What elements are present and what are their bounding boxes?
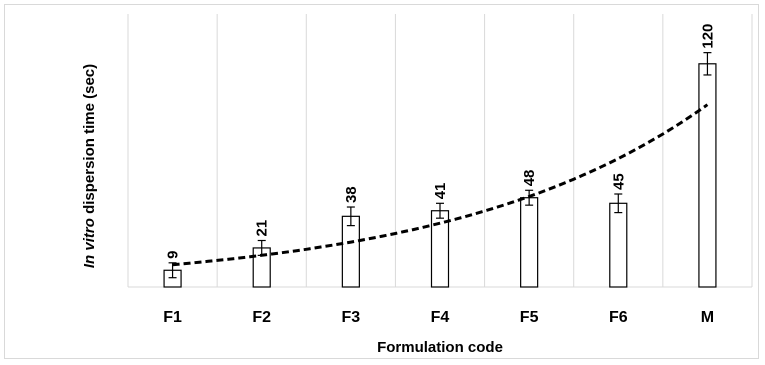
x-tick-label: F1 bbox=[163, 309, 182, 326]
x-tick-label: F4 bbox=[431, 309, 450, 326]
y-axis-title: In vitro dispersion time (sec) bbox=[81, 64, 98, 268]
bars bbox=[163, 52, 717, 288]
bar bbox=[341, 215, 360, 288]
x-tick-label: M bbox=[701, 309, 714, 326]
chart-frame bbox=[4, 4, 759, 359]
gridlines bbox=[127, 14, 753, 287]
x-tick-label: F3 bbox=[342, 309, 361, 326]
data-label: 120 bbox=[699, 24, 716, 49]
y-axis-title-rest: dispersion time (sec) bbox=[81, 64, 98, 218]
trendline bbox=[172, 103, 709, 267]
bar bbox=[698, 63, 717, 288]
data-label: 45 bbox=[610, 173, 627, 190]
data-label: 9 bbox=[165, 250, 182, 258]
x-tick-labels: F1 F2 F3 F4 F5 F6 M bbox=[163, 309, 714, 326]
x-tick-label: F6 bbox=[609, 309, 628, 326]
data-labels: 9 21 38 41 48 45 120 bbox=[165, 24, 717, 259]
data-label: 38 bbox=[343, 186, 360, 203]
x-axis-title: Formulation code bbox=[377, 339, 503, 356]
data-label: 21 bbox=[254, 220, 271, 237]
y-axis-title-italic: In vitro bbox=[81, 218, 98, 268]
bar bbox=[609, 202, 628, 288]
data-label: 41 bbox=[432, 183, 449, 200]
data-label: 48 bbox=[521, 170, 538, 187]
x-tick-label: F2 bbox=[252, 309, 271, 326]
x-tick-label: F5 bbox=[520, 309, 539, 326]
bar bbox=[520, 197, 539, 288]
